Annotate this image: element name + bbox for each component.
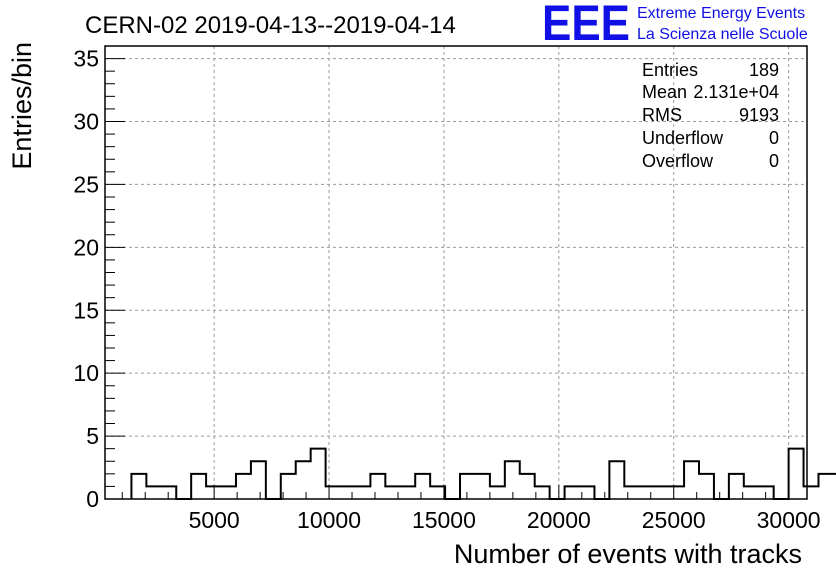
y-tick-label: 30 [73,109,99,135]
stats-rms-value: 9193 [739,105,779,125]
logo-line2: La Scienza nelle Scuole [637,26,808,43]
y-tick-label: 20 [73,234,99,260]
chart-title: CERN-02 2019-04-13--2019-04-14 [85,12,456,39]
y-tick-label: 15 [73,297,99,323]
stats-rms-label: RMS [642,105,682,125]
logo-mark: EEE [542,0,630,51]
stats-mean-value: 2.131e+04 [693,82,779,102]
y-axis-title: Entries/bin [7,42,37,170]
y-tick-label: 5 [86,423,99,449]
stats-overflow-label: Overflow [642,151,714,171]
stats-overflow-value: 0 [769,151,779,171]
stats-underflow-value: 0 [769,128,779,148]
y-tick-label: 35 [73,46,99,72]
stats-mean-label: Mean [642,82,687,102]
axis-ticks [105,58,790,500]
x-tick-label: 25000 [642,507,706,533]
x-tick-label: 5000 [189,507,240,533]
grid-lines [105,46,807,499]
x-tick-label: 10000 [297,507,361,533]
eee-logo: EEE Extreme Energy Events La Scienza nel… [542,0,808,51]
x-axis-title: Number of events with tracks [454,539,802,569]
stats-entries-value: 189 [749,60,779,80]
stats-box: Entries 189 Mean 2.131e+04 RMS 9193 Unde… [642,60,779,171]
logo-line1: Extreme Energy Events [637,5,805,22]
histogram-outline [130,447,836,500]
stats-underflow-label: Underflow [642,128,724,148]
x-tick-label: 30000 [757,507,821,533]
y-tick-label: 25 [73,171,99,197]
stats-entries-label: Entries [642,60,698,80]
y-tick-label: 0 [86,486,99,512]
y-tick-label: 10 [73,360,99,386]
tick-labels: 5000 10000 15000 20000 25000 30000 0 5 10 15 20 25 3… [73,46,820,533]
x-tick-label: 15000 [412,507,476,533]
x-tick-label: 20000 [527,507,591,533]
